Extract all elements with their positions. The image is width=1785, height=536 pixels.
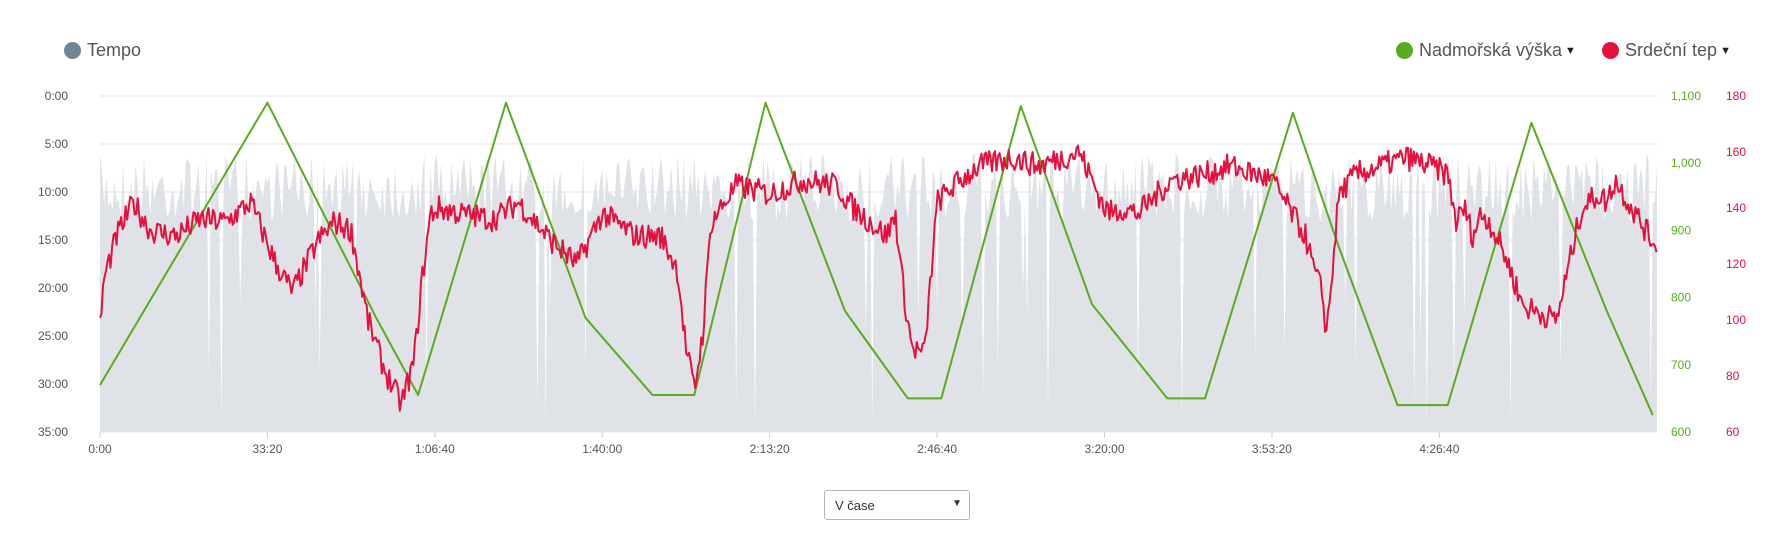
x-tick-label: 2:46:40 bbox=[917, 442, 957, 456]
x-tick-label: 4:26:40 bbox=[1419, 442, 1459, 456]
legend-item-heart-rate[interactable]: Srdeční tep ▼ bbox=[1602, 40, 1731, 61]
tempo-area bbox=[100, 153, 1657, 432]
legend-item-tempo[interactable]: Tempo bbox=[64, 40, 141, 61]
heart-rate-series bbox=[99, 144, 1658, 412]
tempo-dot-icon bbox=[64, 42, 81, 59]
y-tick-label-altitude: 1,000 bbox=[1671, 156, 1701, 170]
y-tick-label-altitude: 1,100 bbox=[1671, 89, 1701, 103]
x-tick-label: 0:00 bbox=[88, 442, 112, 456]
view-select[interactable]: V čase ▼ bbox=[824, 490, 970, 520]
y-tick-label-tempo: 0:00 bbox=[45, 89, 69, 103]
x-tick-label: 1:06:40 bbox=[415, 442, 455, 456]
y-tick-label-tempo: 25:00 bbox=[38, 329, 68, 343]
legend-label-tempo: Tempo bbox=[87, 40, 142, 60]
legend-label-altitude: Nadmořská výška bbox=[1419, 40, 1563, 60]
y-tick-label-tempo: 15:00 bbox=[38, 233, 68, 247]
tempo-series bbox=[100, 153, 1657, 432]
y-tick-label-heart-rate: 120 bbox=[1726, 257, 1746, 271]
dropdown-arrow-icon: ▼ bbox=[952, 498, 962, 509]
y-tick-label-heart-rate: 60 bbox=[1726, 425, 1740, 439]
y-tick-label-heart-rate: 160 bbox=[1726, 145, 1746, 159]
y-tick-label-tempo: 5:00 bbox=[45, 137, 69, 151]
y-tick-label-altitude: 700 bbox=[1671, 358, 1691, 372]
x-tick-label: 3:20:00 bbox=[1084, 442, 1124, 456]
altitude-line bbox=[99, 101, 1654, 416]
x-tick-label: 2:13:20 bbox=[750, 442, 790, 456]
x-tick-label: 33:20 bbox=[252, 442, 282, 456]
y-tick-label-heart-rate: 80 bbox=[1726, 369, 1740, 383]
y-tick-label-heart-rate: 100 bbox=[1726, 313, 1746, 327]
legend-label-heart-rate: Srdeční tep bbox=[1625, 40, 1718, 60]
y-tick-label-altitude: 800 bbox=[1671, 291, 1691, 305]
x-tick-label: 3:53:20 bbox=[1252, 442, 1292, 456]
legend-item-altitude[interactable]: Nadmořská výška ▼ bbox=[1396, 40, 1576, 61]
axes: 0:00 5:00 10:00 15:00 20:00 25:00 30:00 35:00 0:… bbox=[38, 89, 1746, 456]
y-tick-label-tempo: 35:00 bbox=[38, 425, 68, 439]
y-tick-label-tempo: 20:00 bbox=[38, 281, 68, 295]
y-tick-label-altitude: 600 bbox=[1671, 425, 1691, 439]
heart-rate-line bbox=[99, 144, 1658, 412]
view-select-value: V čase bbox=[835, 498, 875, 513]
y-tick-label-heart-rate: 180 bbox=[1726, 89, 1746, 103]
altitude-dot-icon bbox=[1396, 42, 1413, 59]
caret-down-icon: ▼ bbox=[1565, 44, 1576, 57]
y-tick-label-heart-rate: 140 bbox=[1726, 201, 1746, 215]
y-tick-label-altitude: 900 bbox=[1671, 223, 1691, 237]
x-tick-label: 1:40:00 bbox=[582, 442, 622, 456]
heart-rate-dot-icon bbox=[1602, 42, 1619, 59]
caret-down-icon: ▼ bbox=[1720, 44, 1731, 57]
altitude-series bbox=[99, 101, 1654, 416]
y-tick-label-tempo: 30:00 bbox=[38, 377, 68, 391]
y-tick-label-tempo: 10:00 bbox=[38, 185, 68, 199]
